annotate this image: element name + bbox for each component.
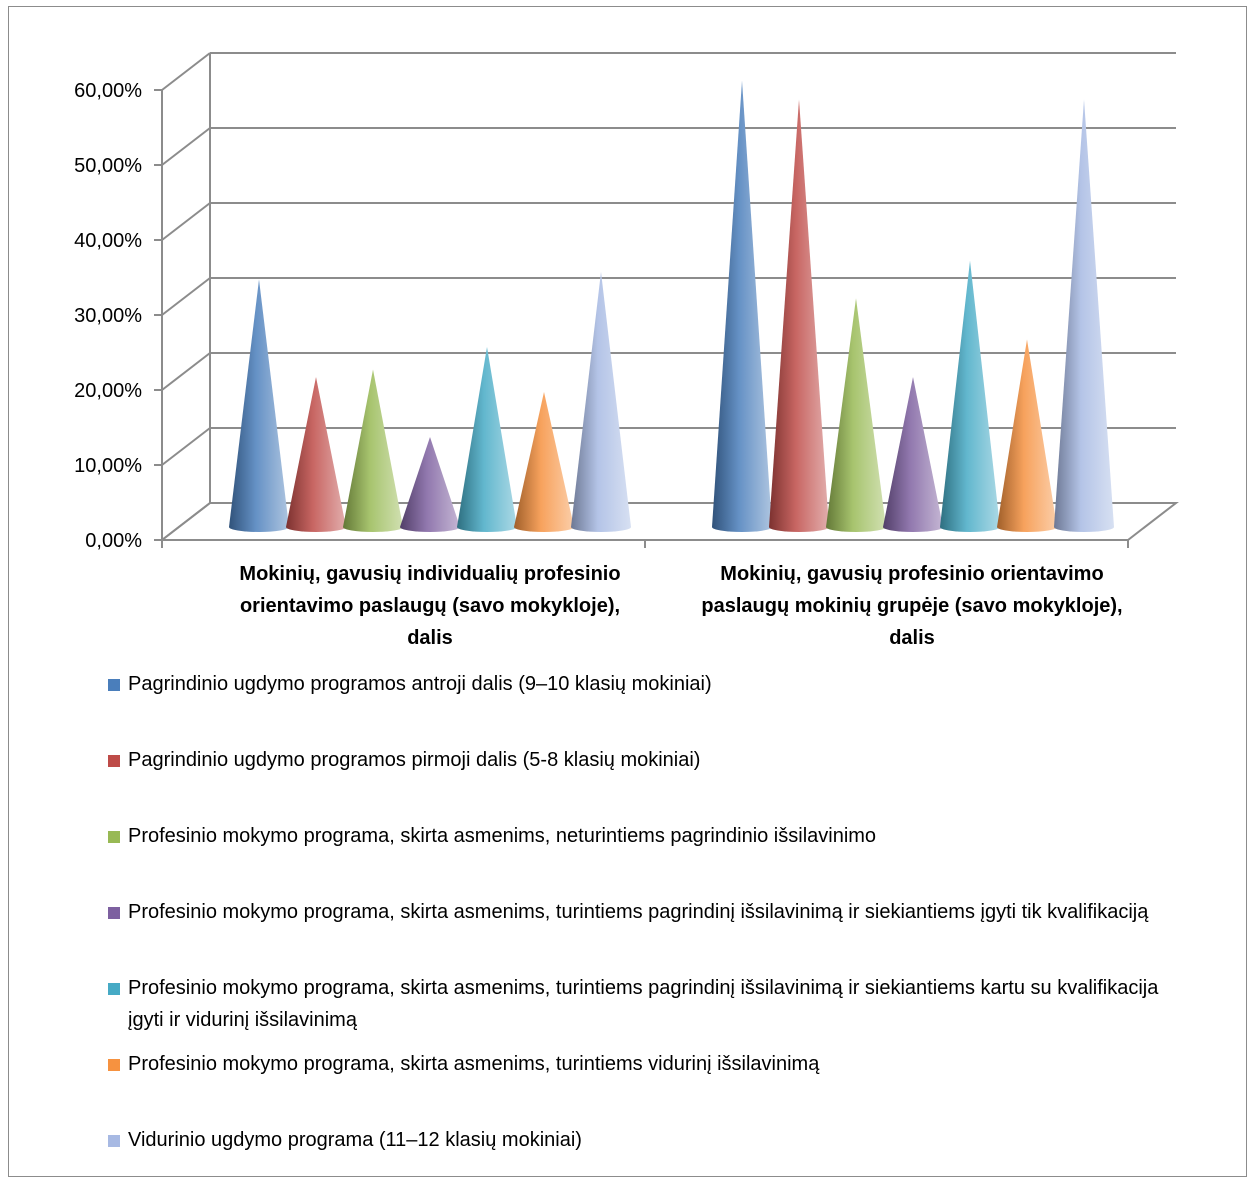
legend-label: Pagrindinio ugdymo programos pirmoji dal…	[128, 749, 701, 771]
cone	[712, 80, 772, 532]
gridline-diagonal	[161, 502, 211, 541]
legend-swatch	[108, 983, 120, 995]
category-label: Mokinių, gavusių individualių profesinio…	[239, 563, 621, 649]
cone	[457, 347, 517, 532]
y-tick-label: 50,00%	[74, 155, 142, 177]
cone	[571, 272, 631, 532]
legend-swatch	[108, 1135, 120, 1147]
cone-series	[229, 80, 1114, 532]
cone-body	[769, 99, 829, 532]
legend-swatch	[108, 907, 120, 919]
gridline-diagonal	[161, 127, 211, 166]
chart-frame	[8, 6, 1247, 1177]
legend-label: Pagrindinio ugdymo programos antroji dal…	[128, 673, 712, 695]
y-axis: 0,00% 10,00% 20,00% 30,00% 40,00% 50,00% 60,00…	[74, 80, 162, 552]
cone	[514, 392, 574, 532]
cone-body	[457, 347, 517, 532]
cone-body	[940, 260, 1000, 532]
cone	[229, 279, 289, 532]
y-tick-label: 40,00%	[74, 230, 142, 252]
legend-item: Profesinio mokymo programa, skirta asmen…	[108, 896, 1188, 928]
cone	[883, 377, 943, 532]
cone	[940, 260, 1000, 532]
legend-swatch	[108, 831, 120, 843]
cone-body	[286, 377, 346, 532]
legend-label: Profesinio mokymo programa, skirta asmen…	[128, 825, 877, 847]
legend-item: Pagrindinio ugdymo programos pirmoji dal…	[108, 744, 1188, 776]
cone	[997, 339, 1057, 532]
legend-swatch	[108, 755, 120, 767]
legend-swatch	[108, 1059, 120, 1071]
cone-body	[712, 80, 772, 532]
legend-label: Vidurinio ugdymo programa (11–12 klasių …	[128, 1129, 582, 1151]
cone-body	[883, 377, 943, 532]
cone-body	[400, 437, 460, 532]
legend-item: Profesinio mokymo programa, skirta asmen…	[108, 820, 1188, 852]
legend-item: Profesinio mokymo programa, skirta asmen…	[108, 1048, 1188, 1080]
y-tick-label: 0,00%	[85, 530, 142, 552]
cone-body	[1054, 99, 1114, 532]
legend-label: Profesinio mokymo programa, skirta asmen…	[128, 901, 1149, 923]
cone-body	[571, 272, 631, 532]
legend-swatch	[108, 679, 120, 691]
y-tick-label: 60,00%	[74, 80, 142, 102]
cone	[1054, 99, 1114, 532]
legend-label: Profesinio mokymo programa, skirta asmen…	[128, 1053, 820, 1075]
cone	[826, 298, 886, 532]
cone	[343, 369, 403, 532]
cone	[400, 437, 460, 532]
y-tick-label: 10,00%	[74, 455, 142, 477]
gridline-diagonal	[161, 352, 211, 391]
cone	[286, 377, 346, 532]
cone-body	[997, 339, 1057, 532]
y-tick-label: 20,00%	[74, 380, 142, 402]
cone-body	[826, 298, 886, 532]
cone-body	[229, 279, 289, 532]
gridline-diagonal	[161, 427, 211, 466]
legend-label: Profesinio mokymo programa, skirta asmen…	[128, 977, 1159, 1031]
cone	[769, 99, 829, 532]
cone-body	[514, 392, 574, 532]
cone-body	[343, 369, 403, 532]
y-tick-label: 30,00%	[74, 305, 142, 327]
gridline-diagonal	[161, 277, 211, 316]
legend-item: Pagrindinio ugdymo programos antroji dal…	[108, 668, 1188, 700]
gridline-diagonal	[161, 52, 211, 91]
gridline-diagonal	[161, 202, 211, 241]
legend-item: Profesinio mokymo programa, skirta asmen…	[108, 972, 1188, 1036]
legend-item: Vidurinio ugdymo programa (11–12 klasių …	[108, 1124, 1188, 1156]
category-label: Mokinių, gavusių profesinio orientavimo …	[701, 563, 1123, 649]
